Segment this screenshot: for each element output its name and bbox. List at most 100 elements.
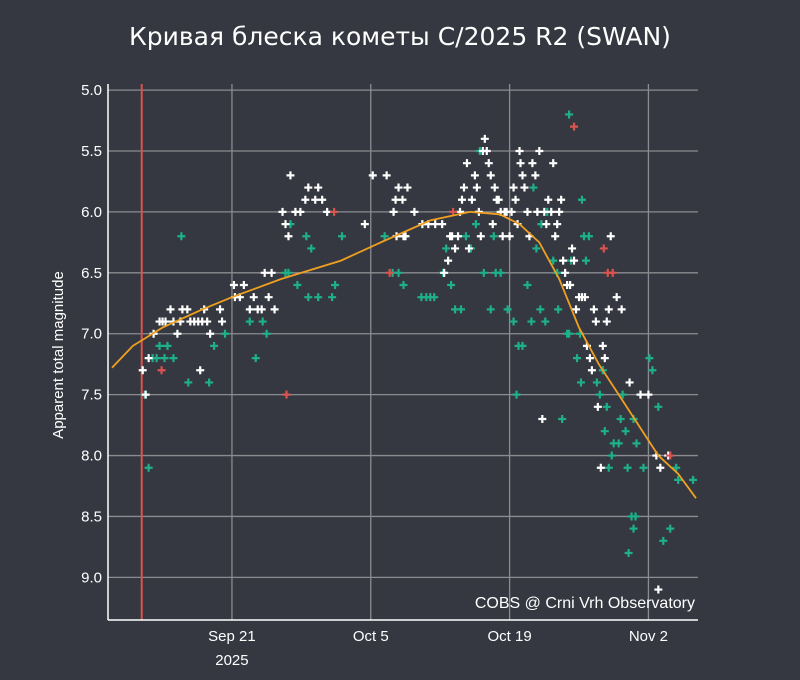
point-green-22 bbox=[304, 293, 313, 302]
point-white-41 bbox=[301, 195, 310, 204]
point-green-5 bbox=[160, 354, 169, 363]
point-white-76 bbox=[472, 183, 481, 192]
point-white-105 bbox=[533, 207, 542, 216]
point-white-80 bbox=[480, 134, 489, 143]
axes bbox=[107, 84, 698, 621]
point-white-33 bbox=[267, 268, 276, 277]
point-white-2 bbox=[144, 354, 153, 363]
point-white-43 bbox=[311, 195, 320, 204]
y-tick-label-6: 8.0 bbox=[81, 448, 102, 465]
point-green-24 bbox=[314, 293, 323, 302]
point-white-31 bbox=[260, 268, 269, 277]
point-white-114 bbox=[553, 220, 562, 229]
y-tick-label-8: 9.0 bbox=[81, 569, 102, 586]
point-red-3 bbox=[385, 268, 394, 277]
grid-lines bbox=[108, 84, 698, 620]
point-green-52 bbox=[512, 390, 521, 399]
point-green-8 bbox=[177, 232, 186, 241]
point-red-7 bbox=[599, 244, 608, 253]
point-red-5 bbox=[570, 122, 579, 131]
point-white-100 bbox=[520, 183, 529, 192]
point-green-58 bbox=[532, 244, 541, 253]
point-green-95 bbox=[632, 439, 641, 448]
point-green-100 bbox=[659, 536, 668, 545]
point-white-22 bbox=[218, 317, 227, 326]
y-axis-label: Apparent total magnitude bbox=[50, 271, 67, 439]
point-white-12 bbox=[183, 305, 192, 314]
point-white-42 bbox=[304, 183, 313, 192]
point-red-2 bbox=[330, 207, 339, 216]
point-white-93 bbox=[507, 207, 516, 216]
point-white-44 bbox=[314, 183, 323, 192]
point-green-12 bbox=[221, 329, 230, 338]
point-white-30 bbox=[257, 305, 266, 314]
point-green-23 bbox=[307, 244, 316, 253]
point-white-136 bbox=[602, 317, 611, 326]
point-white-133 bbox=[596, 463, 605, 472]
y-tick-label-5: 7.5 bbox=[81, 387, 102, 404]
trend-line bbox=[111, 210, 697, 499]
point-green-89 bbox=[624, 549, 633, 557]
point-white-46 bbox=[323, 207, 332, 216]
point-white-37 bbox=[284, 232, 293, 241]
point-green-11 bbox=[210, 341, 219, 350]
point-green-54 bbox=[518, 341, 527, 350]
point-white-81 bbox=[482, 147, 491, 155]
data-points bbox=[138, 110, 698, 594]
point-white-6 bbox=[161, 317, 170, 326]
point-white-110 bbox=[544, 195, 553, 204]
trend-layer bbox=[111, 210, 697, 499]
point-green-31 bbox=[399, 281, 408, 289]
point-white-89 bbox=[498, 232, 507, 241]
point-white-34 bbox=[270, 305, 279, 314]
point-white-135 bbox=[600, 354, 609, 363]
point-green-13 bbox=[245, 317, 254, 326]
point-white-28 bbox=[249, 293, 258, 302]
point-green-40 bbox=[457, 305, 466, 314]
point-white-67 bbox=[451, 244, 460, 253]
point-green-98 bbox=[648, 366, 657, 375]
point-white-85 bbox=[490, 183, 499, 192]
point-white-132 bbox=[593, 402, 602, 411]
point-green-80 bbox=[600, 427, 609, 436]
point-white-56 bbox=[403, 183, 412, 192]
point-white-70 bbox=[458, 195, 466, 204]
point-white-126 bbox=[580, 293, 589, 302]
point-green-93 bbox=[623, 463, 632, 472]
point-white-75 bbox=[470, 171, 479, 180]
point-green-38 bbox=[447, 281, 456, 289]
point-green-85 bbox=[614, 439, 623, 448]
point-white-129 bbox=[587, 366, 596, 375]
point-white-58 bbox=[410, 207, 419, 216]
point-green-59 bbox=[536, 305, 545, 314]
point-white-62 bbox=[438, 220, 447, 229]
point-white-97 bbox=[515, 147, 524, 155]
point-white-118 bbox=[561, 268, 570, 277]
point-white-49 bbox=[382, 171, 391, 180]
point-white-95 bbox=[511, 195, 520, 204]
point-white-9 bbox=[173, 329, 182, 338]
point-green-92 bbox=[631, 512, 640, 521]
point-green-14 bbox=[251, 354, 260, 363]
point-green-77 bbox=[592, 378, 601, 387]
point-red-4 bbox=[449, 207, 458, 216]
point-green-1 bbox=[144, 463, 153, 472]
point-white-32 bbox=[264, 293, 273, 302]
point-white-143 bbox=[644, 390, 653, 399]
x-tick-labels: Sep 21 2025 Oct 5 Oct 19 Nov 2 bbox=[208, 628, 668, 669]
point-white-23 bbox=[229, 281, 238, 289]
point-green-20 bbox=[293, 281, 302, 289]
point-white-112 bbox=[549, 159, 558, 168]
point-white-68 bbox=[454, 232, 463, 241]
point-white-107 bbox=[538, 415, 547, 423]
point-white-122 bbox=[570, 256, 579, 265]
point-green-78 bbox=[595, 390, 604, 399]
point-green-66 bbox=[558, 415, 567, 423]
point-green-104 bbox=[689, 475, 698, 484]
point-green-97 bbox=[645, 354, 654, 363]
point-white-140 bbox=[617, 305, 626, 314]
point-green-63 bbox=[549, 256, 558, 265]
point-green-83 bbox=[607, 451, 616, 460]
point-green-87 bbox=[618, 390, 627, 399]
y-tick-label-4: 7.0 bbox=[81, 326, 102, 343]
